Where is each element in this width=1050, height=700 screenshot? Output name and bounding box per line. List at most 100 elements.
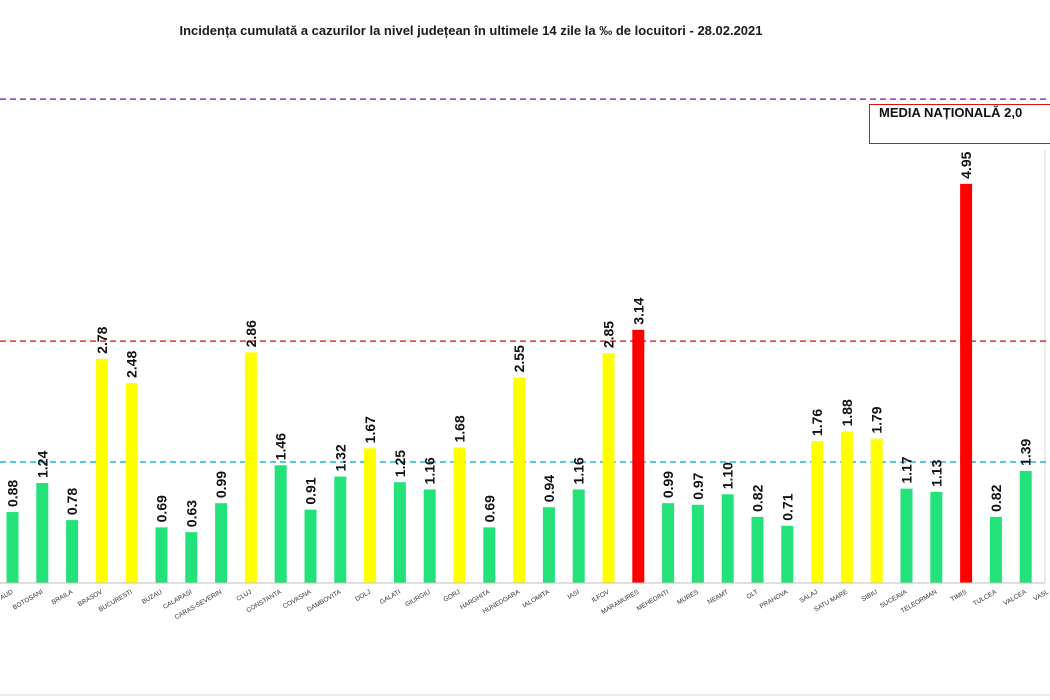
bar-botosani xyxy=(36,483,49,583)
bars xyxy=(6,183,1032,583)
value-label-teleorman: 1.13 xyxy=(928,459,944,486)
category-label-prahova: PRAHOVA xyxy=(759,588,790,610)
bar-cluj xyxy=(244,352,257,583)
value-label-galati: 1.25 xyxy=(392,450,408,477)
category-label-galati: GALATI xyxy=(379,589,402,606)
bar-gorj xyxy=(453,447,466,583)
bar-olt xyxy=(751,516,764,583)
value-label-prahova: 0.71 xyxy=(779,493,795,520)
value-label-mehedinti: 0.99 xyxy=(660,471,676,498)
value-label-braila: 0.78 xyxy=(64,488,80,515)
bar-brasov xyxy=(95,358,108,583)
category-label-tulcea: TULCEA xyxy=(972,588,998,607)
value-label-timis: 4.95 xyxy=(958,151,974,178)
bar-mehedinti xyxy=(662,503,675,583)
bar-aud xyxy=(6,512,19,583)
value-label-calarasi: 0.63 xyxy=(183,500,199,527)
category-label-valcea: VALCEA xyxy=(1002,588,1028,607)
chart-title: Incidența cumulată a cazurilor la nivel … xyxy=(179,23,763,38)
category-label-mehedinti: MEHEDINTI xyxy=(636,589,671,613)
plot-area-borders xyxy=(0,150,1050,696)
bar-harghita xyxy=(483,527,496,583)
value-label-constanta: 1.46 xyxy=(273,433,289,460)
category-label-bucuresti: BUCURESTI xyxy=(98,589,134,614)
category-label-cluj: CLUJ xyxy=(235,589,253,603)
bar-caras-severin xyxy=(215,503,228,583)
category-label-braila: BRAILA xyxy=(51,588,75,606)
bar-satu-mare xyxy=(840,431,853,583)
bar-bucuresti xyxy=(125,383,138,583)
value-label-buzau: 0.69 xyxy=(154,495,170,522)
value-label-covasna: 0.91 xyxy=(303,477,319,504)
category-label-aud: AUD xyxy=(0,589,15,602)
value-label-dolj: 1.67 xyxy=(362,416,378,443)
category-label-buzau: BUZAU xyxy=(141,589,164,606)
value-label-ilfov: 2.85 xyxy=(601,321,617,348)
category-label-olt: OLT xyxy=(745,589,759,601)
value-label-neamt: 1.10 xyxy=(720,462,736,489)
value-label-cluj: 2.86 xyxy=(243,320,259,347)
bar-dambovita xyxy=(334,476,347,583)
value-label-dambovita: 1.32 xyxy=(332,444,348,471)
bar-giurgiu xyxy=(423,489,436,583)
bar-maramures xyxy=(632,329,645,583)
category-label-ilfov: ILFOV xyxy=(591,588,611,604)
value-label-salaj: 1.76 xyxy=(809,409,825,436)
value-label-satu-mare: 1.88 xyxy=(839,399,855,426)
bar-timis xyxy=(960,183,973,583)
bar-mures xyxy=(691,504,704,583)
value-label-ialomita: 0.94 xyxy=(541,475,557,502)
category-label-vasl: VASL xyxy=(1033,588,1050,602)
value-label-harghita: 0.69 xyxy=(481,495,497,522)
category-label-dolj: DOLJ xyxy=(354,589,372,603)
bar-sibiu xyxy=(870,438,883,583)
value-label-caras-severin: 0.99 xyxy=(213,471,229,498)
value-label-brasov: 2.78 xyxy=(94,326,110,353)
value-label-sibiu: 1.79 xyxy=(869,406,885,433)
category-label-timis: TIMIS xyxy=(950,588,969,603)
value-label-hunedoara: 2.55 xyxy=(511,345,527,372)
bar-constanta xyxy=(274,465,287,583)
bar-iasi xyxy=(572,489,585,583)
value-label-tulcea: 0.82 xyxy=(988,484,1004,511)
national-average-label: MEDIA NAȚIONALĂ 2,0 xyxy=(879,105,1023,120)
category-label-mures: MURES xyxy=(676,588,700,606)
bar-prahova xyxy=(781,525,794,583)
bar-valcea xyxy=(1019,470,1032,583)
value-label-bucuresti: 2.48 xyxy=(124,351,140,378)
bar-galati xyxy=(393,482,406,583)
bar-suceava xyxy=(900,488,913,583)
bar-covasna xyxy=(304,509,317,583)
value-label-gorj: 1.68 xyxy=(452,415,468,442)
bar-braila xyxy=(66,520,79,583)
value-labels: 0.88 1.24 0.78 2.78 2.48 0.69 0.63 0.99 2.86 1.46… xyxy=(5,151,1034,527)
category-label-salaj: SALAJ xyxy=(798,589,819,605)
bar-tulcea xyxy=(989,516,1002,583)
value-label-iasi: 1.16 xyxy=(571,457,587,484)
bar-ialomita xyxy=(542,507,555,583)
category-label-gorj: GORJ xyxy=(442,589,461,604)
category-label-dambovita: DAMBOVITA xyxy=(306,588,343,613)
value-label-suceava: 1.17 xyxy=(899,456,915,483)
bar-calarasi xyxy=(185,532,198,583)
bar-ilfov xyxy=(602,353,615,583)
category-label-iasi: IASI xyxy=(567,589,581,601)
bar-hunedoara xyxy=(513,377,526,583)
bar-teleorman xyxy=(930,491,943,583)
value-label-giurgiu: 1.16 xyxy=(422,457,438,484)
category-label-botosani: BOTOSANI xyxy=(12,589,45,612)
value-label-mures: 0.97 xyxy=(690,472,706,499)
national-average-box: MEDIA NAȚIONALĂ 2,0 xyxy=(869,104,1050,144)
category-label-neamt: NEAMT xyxy=(706,589,729,606)
category-label-ialomita: IALOMITA xyxy=(522,588,552,609)
category-label-satu-mare: SATU MARE xyxy=(813,588,849,613)
bar-neamt xyxy=(721,494,734,583)
value-label-botosani: 1.24 xyxy=(34,451,50,478)
value-label-aud: 0.88 xyxy=(5,480,21,507)
value-label-maramures: 3.14 xyxy=(630,297,646,324)
category-label-sibiu: SIBIU xyxy=(860,589,878,604)
bar-salaj xyxy=(811,441,824,583)
category-label-giurgiu: GIURGIU xyxy=(404,589,432,609)
value-label-valcea: 1.39 xyxy=(1018,438,1034,465)
